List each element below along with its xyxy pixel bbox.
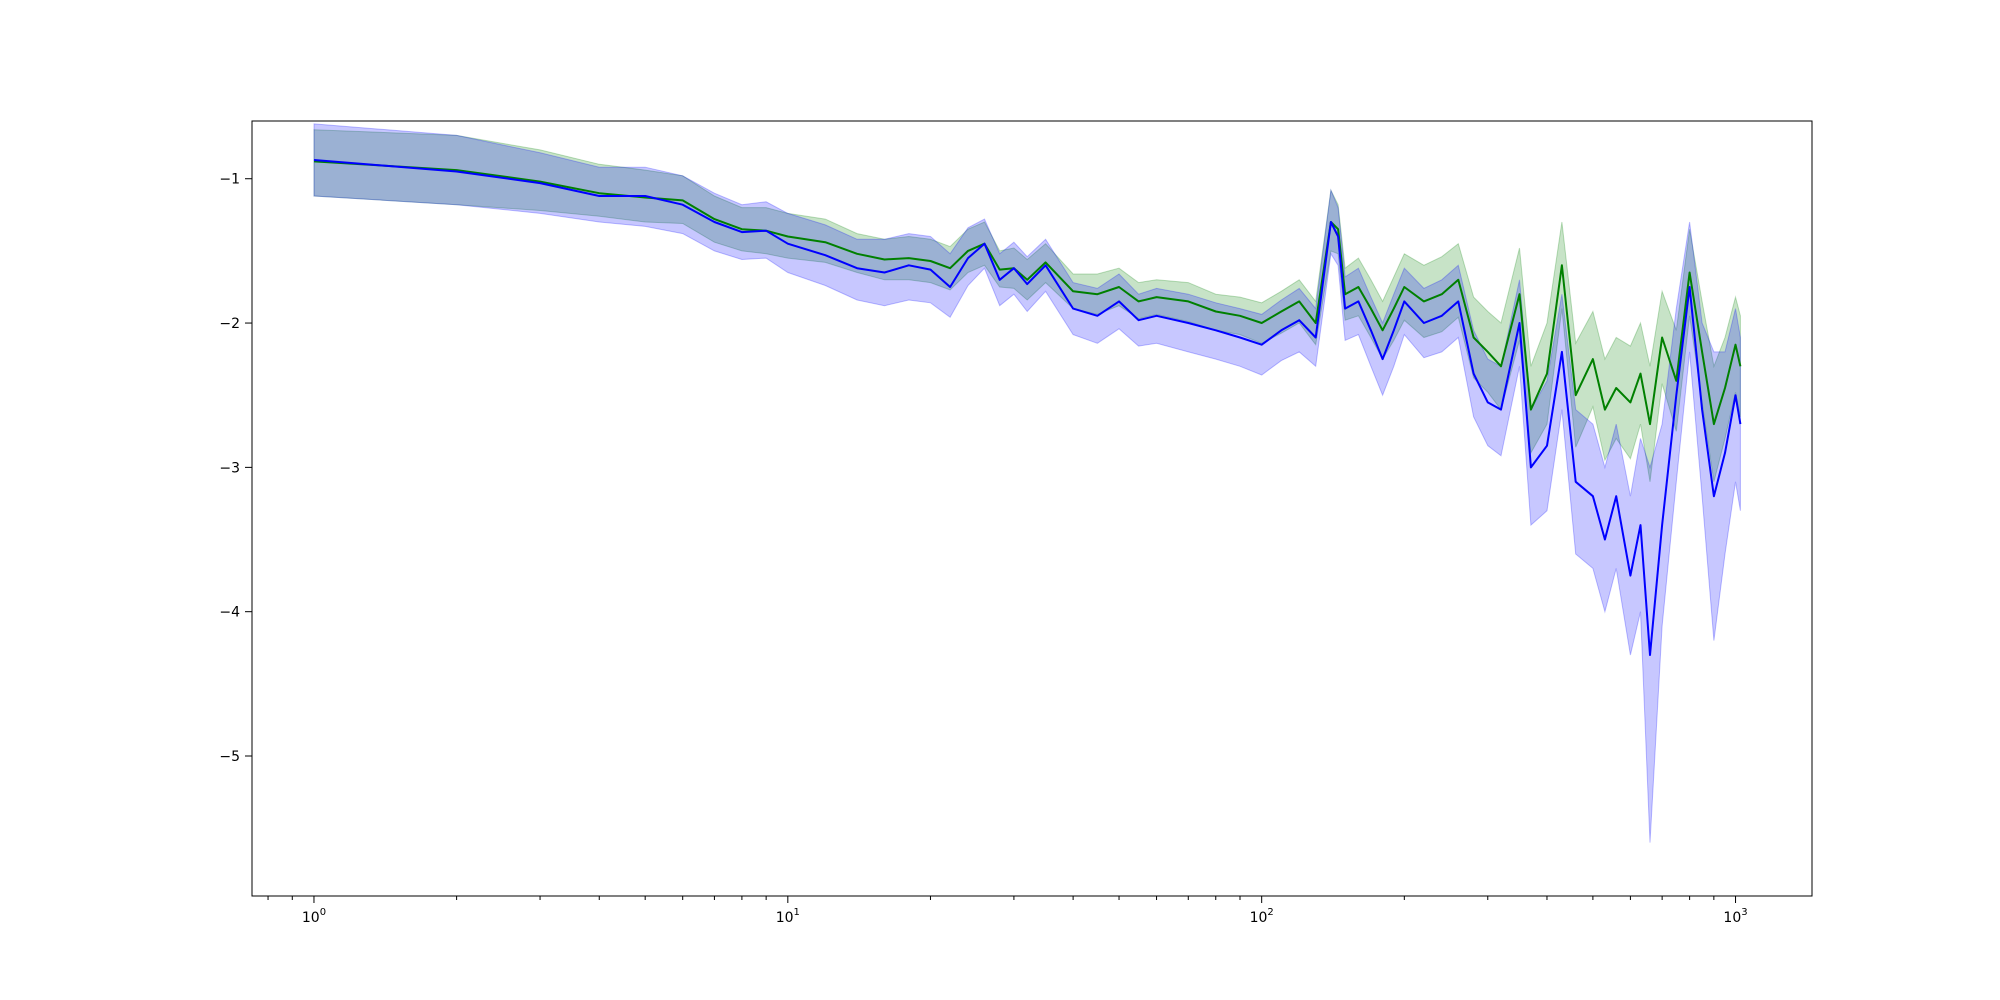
series-lines xyxy=(313,159,1742,656)
y-tick-label: −2 xyxy=(219,316,240,332)
x-tick-exponent: 1 xyxy=(794,907,800,918)
plot-frame xyxy=(251,120,1813,897)
x-tick-label: 102 xyxy=(1250,907,1274,926)
x-tick-label: 100 xyxy=(302,907,326,926)
x-tick-label: 103 xyxy=(1723,907,1747,926)
x-tick-base: 10 xyxy=(302,910,320,926)
x-tick-base: 10 xyxy=(1250,910,1268,926)
y-tick-label: −4 xyxy=(219,605,240,621)
x-tick-exponent: 0 xyxy=(320,907,326,918)
x-axis: 100 101 102 103 xyxy=(267,896,1748,926)
series-1-line xyxy=(313,160,1742,426)
x-tick-exponent: 3 xyxy=(1741,907,1747,918)
y-tick-label: −3 xyxy=(219,460,240,476)
series-1-band xyxy=(313,129,1741,482)
y-tick-label: −1 xyxy=(219,172,240,188)
series-2-band xyxy=(313,123,1741,843)
x-tick-base: 10 xyxy=(1723,910,1741,926)
confidence-bands xyxy=(313,123,1741,843)
series-2-line xyxy=(313,159,1742,656)
y-axis: −1 −2 −3 −4 −5 xyxy=(219,172,252,765)
x-tick-exponent: 2 xyxy=(1267,907,1273,918)
x-tick-label: 101 xyxy=(776,907,800,926)
x-tick-base: 10 xyxy=(776,910,794,926)
y-tick-label: −5 xyxy=(219,749,240,765)
